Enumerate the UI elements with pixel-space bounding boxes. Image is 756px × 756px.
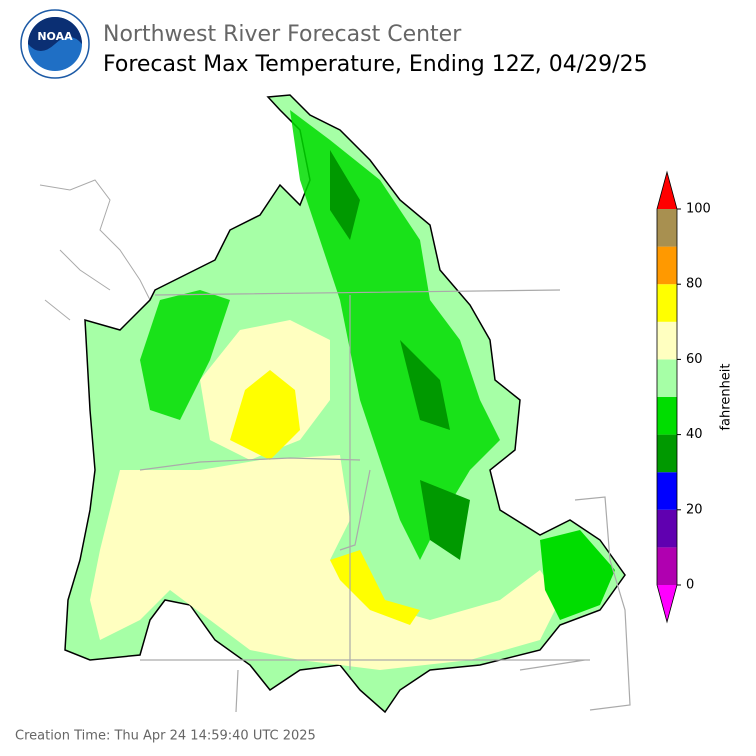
- colorbar-bin: [657, 321, 677, 360]
- colorbar-tick-label: 80: [686, 277, 703, 292]
- colorbar-tick-label: 0: [686, 578, 694, 593]
- colorbar-bin: [657, 284, 677, 322]
- colorbar-tick-label: 60: [686, 352, 703, 367]
- colorbar-over: [657, 172, 677, 209]
- colorbar-under: [657, 585, 677, 622]
- agency: Northwest River Forecast Center: [103, 22, 462, 47]
- footer: Creation Time: Thu Apr 24 14:59:40 UTC 2…: [15, 729, 316, 744]
- colorbar-tick-label: 20: [686, 502, 703, 517]
- colorbar: 0 20 40 60 80 100: [656, 170, 711, 624]
- colorbar-label: fahrenheit: [719, 363, 734, 430]
- colorbar-bin: [657, 246, 677, 285]
- colorbar-tick-label: 100: [686, 202, 711, 217]
- colorbar-bin: [657, 209, 677, 247]
- logo: NOAA: [20, 9, 90, 79]
- colorbar-bin: [657, 472, 677, 510]
- logo-text: NOAA: [37, 30, 73, 43]
- colorbar-bin: [657, 547, 677, 585]
- colorbar-tick-label: 40: [686, 427, 703, 442]
- colorbar-bin: [657, 397, 677, 435]
- colorbar-bin: [657, 434, 677, 473]
- map: [39, 94, 631, 714]
- title: Forecast Max Temperature, Ending 12Z, 04…: [103, 52, 648, 77]
- colorbar-bin: [657, 359, 677, 397]
- colorbar-bin: [657, 509, 677, 548]
